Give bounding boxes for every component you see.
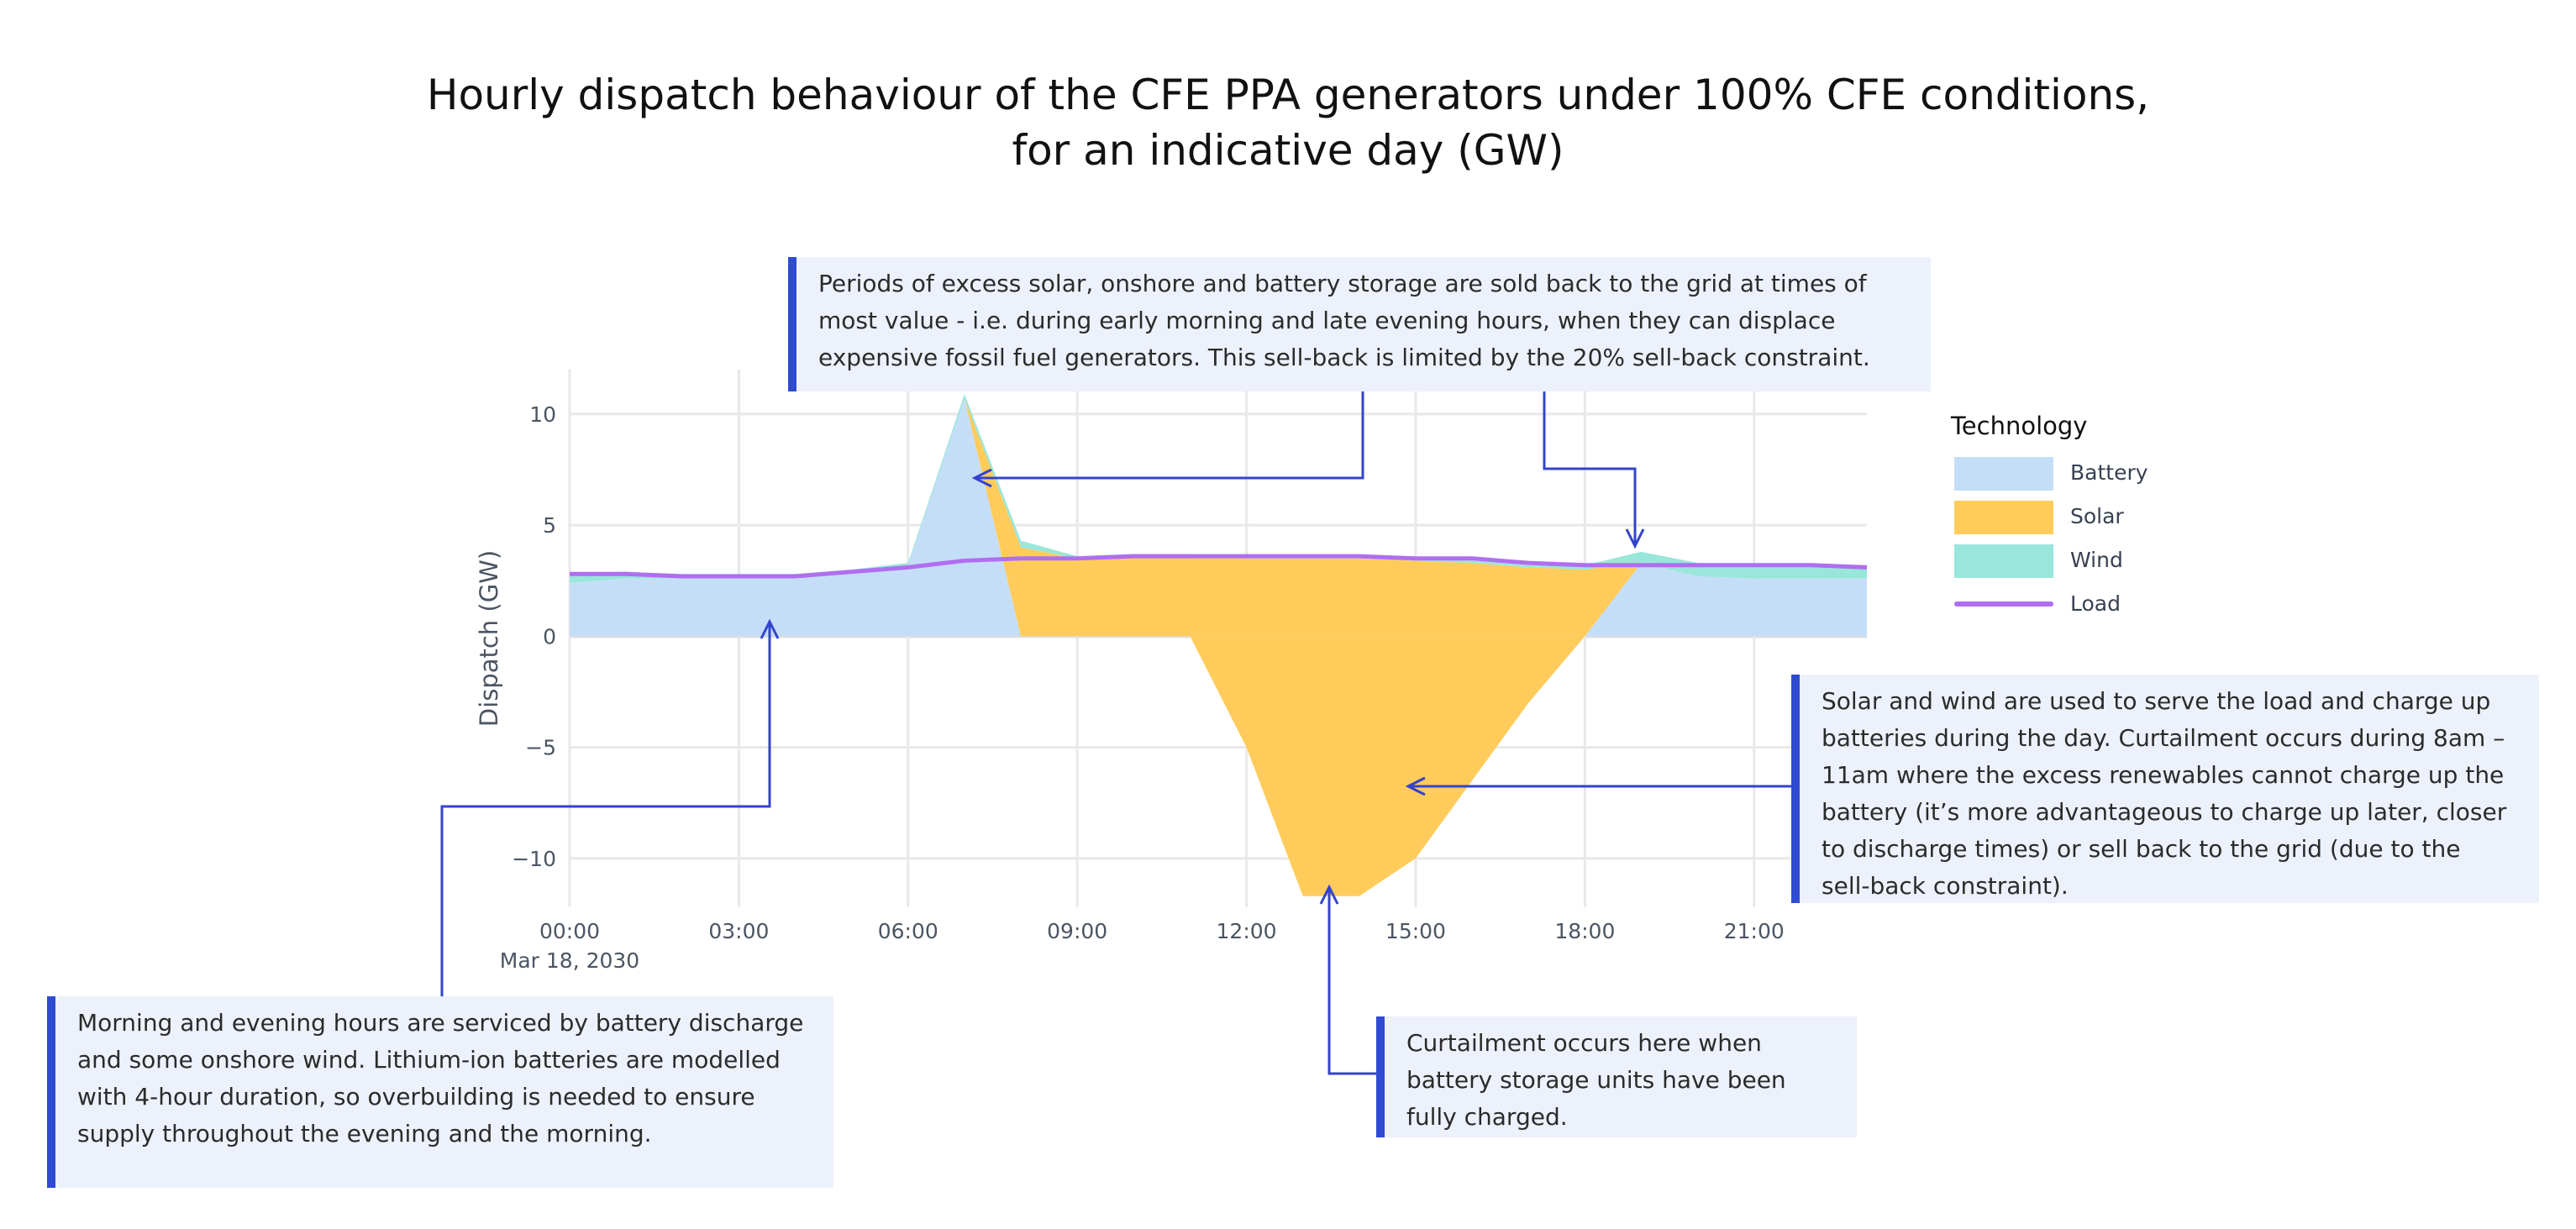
- annotation-solar-wind-line: sell-back constraint).: [1822, 872, 2069, 900]
- arrow-sellback-left: [975, 391, 1364, 480]
- legend-label-load: Load: [2070, 591, 2121, 616]
- y-tick-label: 10: [529, 402, 556, 427]
- y-tick-label: −10: [512, 847, 556, 871]
- line-load: [570, 554, 1868, 579]
- arrow-head: [760, 618, 780, 639]
- legend-swatch-battery: [1954, 457, 2053, 491]
- annotation-morning-evening-line: Morning and evening hours are serviced b…: [77, 1009, 804, 1037]
- legend-item-battery[interactable]: Battery: [1954, 454, 2232, 491]
- annotation-solar-wind-line: batteries during the day. Curtailment oc…: [1822, 724, 2505, 752]
- axis-ticks: 10 5 0 −5 −10 00:00 03:00 06:00 09:00 12:00 15:00 1…: [500, 402, 1785, 973]
- legend-label-battery: Battery: [2070, 460, 2148, 485]
- area-battery: [570, 398, 1867, 637]
- arrow-curtailment: [1327, 887, 1376, 1075]
- x-tick-label: 12:00: [1217, 919, 1277, 943]
- area-solar-negative: [570, 636, 1867, 896]
- annotation-arrows: [440, 391, 1791, 1075]
- annotation-morning-evening: Morning and evening hours are serviced b…: [47, 996, 833, 1188]
- x-date-label: Mar 18, 2030: [500, 948, 639, 973]
- annotation-morning-evening-line: and some onshore wind. Lithium-ion batte…: [77, 1046, 781, 1074]
- y-axis-label: Dispatch (GW): [475, 550, 503, 727]
- legend-label-wind: Wind: [2070, 548, 2123, 572]
- chart-title: Hourly dispatch behaviour of the CFE PPA…: [426, 71, 2150, 119]
- x-tick-label: 06:00: [878, 919, 938, 943]
- x-tick-label: 03:00: [708, 919, 769, 943]
- arrow-head: [1405, 776, 1426, 796]
- arrow-head: [1625, 528, 1645, 549]
- x-tick-label: 00:00: [539, 919, 600, 943]
- x-tick-label: 21:00: [1724, 919, 1785, 943]
- legend-title: Technology: [1951, 412, 2088, 440]
- annotation-curtailment: Curtailment occurs here when battery sto…: [1376, 1016, 1857, 1137]
- y-tick-label: −5: [525, 736, 556, 760]
- arrow-sellback-right: [1543, 391, 1637, 546]
- legend-swatch-solar: [1954, 501, 2053, 534]
- area-solar: [570, 398, 1867, 637]
- series-lines: [570, 554, 1868, 579]
- annotation-sellback-line: most value - i.e. during early morning a…: [818, 307, 1836, 334]
- y-tick-label: 5: [543, 513, 556, 538]
- arrow-head: [971, 468, 992, 488]
- series-areas: [570, 394, 1867, 896]
- annotation-morning-evening-line: with 4-hour duration, so overbuilding is…: [77, 1083, 755, 1111]
- y-tick-label: 0: [543, 624, 556, 649]
- annotation-sellback: Periods of excess solar, onshore and bat…: [788, 257, 1931, 391]
- annotation-morning-evening-line: supply throughout the evening and the mo…: [77, 1120, 652, 1148]
- arrow-morning-evening: [440, 622, 771, 996]
- arrow-head: [1319, 884, 1339, 905]
- annotation-sellback-line: Periods of excess solar, onshore and bat…: [818, 270, 1867, 297]
- legend-swatch-load: [1954, 601, 2053, 607]
- x-tick-label: 18:00: [1554, 919, 1615, 943]
- annotation-solar-wind-line: 11am where the excess renewables cannot …: [1822, 761, 2505, 789]
- annotation-curtailment-line: Curtailment occurs here when: [1406, 1029, 1762, 1057]
- legend-item-solar[interactable]: Solar: [1954, 497, 2232, 534]
- annotation-sellback-line: expensive fossil fuel generators. This s…: [818, 344, 1870, 371]
- annotation-solar-wind: Solar and wind are used to serve the loa…: [1791, 675, 2539, 903]
- legend-label-solar: Solar: [2070, 504, 2124, 528]
- annotation-solar-wind-line: to discharge times) or sell back to the …: [1822, 835, 2461, 863]
- x-tick-label: 15:00: [1385, 919, 1446, 943]
- chart-subtitle: for an indicative day (GW): [1012, 126, 1564, 175]
- legend-item-load[interactable]: Load: [1954, 585, 2232, 622]
- x-tick-label: 09:00: [1047, 919, 1107, 943]
- legend-swatch-wind: [1954, 544, 2053, 578]
- annotation-curtailment-line: battery storage units have been: [1406, 1066, 1786, 1094]
- legend-item-wind[interactable]: Wind: [1954, 541, 2232, 578]
- annotation-curtailment-line: fully charged.: [1406, 1103, 1568, 1131]
- annotation-solar-wind-line: Solar and wind are used to serve the loa…: [1822, 687, 2491, 715]
- annotation-solar-wind-line: battery (it’s more advantageous to charg…: [1822, 798, 2507, 826]
